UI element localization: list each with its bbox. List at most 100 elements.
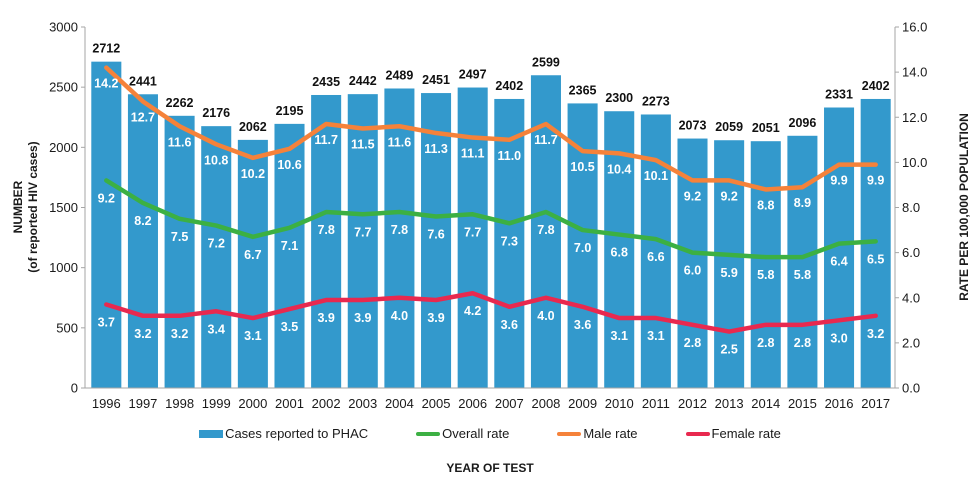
x-tick-label: 2015	[788, 396, 817, 411]
bars-layer	[91, 61, 891, 389]
overall-rate-label: 7.5	[171, 230, 188, 244]
male-rate-label: 10.4	[607, 162, 631, 176]
y-tick-label: 3000	[49, 20, 78, 35]
bar-value-label: 2262	[166, 96, 194, 110]
female-rate-label: 3.6	[501, 318, 518, 332]
bar-value-label: 2712	[92, 42, 120, 56]
overall-rate-label: 6.8	[611, 246, 628, 260]
female-rate-label: 2.8	[684, 336, 701, 350]
overall-rate-label: 6.5	[867, 252, 884, 266]
x-tick-label: 2009	[568, 396, 597, 411]
bar-2002	[311, 94, 342, 388]
female-rate-label: 2.8	[757, 336, 774, 350]
x-tick-label: 2003	[348, 396, 377, 411]
bar-2003	[347, 94, 378, 389]
female-rate-label: 3.9	[354, 311, 371, 325]
female-rate-label: 3.6	[574, 318, 591, 332]
overall-rate-label: 7.7	[464, 225, 481, 239]
legend: Cases reported to PHAC Overall rate Male r…	[0, 426, 980, 441]
female-rate-label: 3.1	[647, 329, 664, 343]
bar-value-label: 2059	[715, 120, 743, 134]
male-rate-label: 10.5	[570, 160, 594, 174]
x-tick-label: 2001	[275, 396, 304, 411]
legend-label: Male rate	[583, 426, 638, 441]
male-rate-label: 10.6	[277, 158, 301, 172]
y2-tick-label: 10.0	[902, 155, 927, 170]
female-rate-label: 4.0	[391, 309, 408, 323]
male-rate-label: 10.1	[644, 169, 668, 183]
bar-value-label: 2435	[312, 75, 340, 89]
female-rate-label: 3.1	[611, 329, 628, 343]
male-rate-line	[104, 65, 878, 192]
x-axis-title: YEAR OF TEST	[446, 461, 534, 475]
x-tick-label: 1998	[165, 396, 194, 411]
y-tick-label: 500	[56, 320, 78, 335]
overall-rate-label: 5.8	[794, 268, 811, 282]
female-rate-label: 3.2	[171, 327, 188, 341]
female-rate-line	[104, 290, 878, 334]
male-rate-label: 9.9	[867, 174, 884, 188]
overall-rate-label: 9.2	[98, 191, 115, 205]
y2-tick-label: 12.0	[902, 110, 927, 125]
overall-rate-label: 7.0	[574, 241, 591, 255]
female-rate-label: 3.2	[867, 327, 884, 341]
overall-rate-label: 5.9	[720, 266, 737, 280]
labels-layer: 2712 2441 2262 2176 2062 2195 2435 2442 2489 2451…	[92, 42, 889, 357]
x-tick-label: 2004	[385, 396, 414, 411]
legend-swatch	[557, 431, 582, 436]
male-rate-label: 11.5	[351, 138, 375, 152]
overall-rate-label: 6.4	[830, 255, 847, 269]
bar-2004	[384, 88, 415, 389]
x-tick-label: 2002	[312, 396, 341, 411]
male-rate-label: 10.2	[241, 167, 265, 181]
legend-cases: Cases reported to PHAC	[199, 426, 368, 441]
y2-tick-label: 8.0	[902, 200, 920, 215]
legend-label: Female rate	[711, 426, 781, 441]
male-rate-label: 11.7	[534, 133, 558, 147]
x-tick-label: 2017	[861, 396, 890, 411]
male-rate-label: 11.3	[424, 142, 448, 156]
x-tick-label: 2012	[678, 396, 707, 411]
y2-tick-label: 6.0	[902, 245, 920, 260]
lines-layer	[104, 65, 878, 334]
axes-layer: 0 500 1000 1500 2000 2500 3000 0.0 2.0 4.0 6.0 8.0 1…	[49, 20, 927, 412]
legend-swatch	[685, 431, 710, 436]
x-tick-label: 2008	[531, 396, 560, 411]
female-rate-label: 2.8	[794, 336, 811, 350]
bar-value-label: 2331	[825, 88, 853, 102]
female-rate-label: 3.4	[208, 322, 225, 336]
overall-rate-label: 6.7	[244, 248, 261, 262]
bar-value-label: 2497	[459, 68, 487, 82]
y2-tick-label: 0.0	[902, 381, 920, 396]
x-tick-label: 2014	[751, 396, 780, 411]
female-rate-label: 3.0	[830, 331, 847, 345]
male-rate-label: 11.0	[497, 149, 521, 163]
x-tick-label: 2011	[642, 396, 670, 411]
overall-rate-label: 6.0	[684, 264, 701, 278]
bar-value-label: 2273	[642, 94, 670, 108]
female-rate-label: 3.5	[281, 320, 298, 334]
bar-1999	[201, 126, 232, 388]
y2-tick-label: 2.0	[902, 335, 920, 350]
bar-value-label: 2451	[422, 73, 450, 87]
y2-tick-label: 14.0	[902, 65, 927, 80]
overall-rate-label: 7.7	[354, 225, 371, 239]
y2-tick-label: 16.0	[902, 20, 927, 35]
bar-2015	[787, 135, 818, 388]
bar-value-label: 2441	[129, 74, 157, 88]
male-rate-label: 11.6	[388, 135, 412, 149]
female-rate-label: 4.2	[464, 304, 481, 318]
overall-rate-label: 7.1	[281, 239, 298, 253]
bar-2001	[274, 123, 305, 388]
overall-rate-line	[104, 178, 878, 260]
bar-value-label: 2365	[569, 83, 597, 97]
male-rate-label: 11.6	[168, 135, 192, 149]
overall-rate-label: 7.8	[317, 223, 334, 237]
bar-value-label: 2489	[386, 68, 414, 82]
bar-2007	[494, 98, 525, 388]
x-tick-label: 2010	[605, 396, 634, 411]
x-tick-label: 1996	[92, 396, 121, 411]
female-rate-label: 4.0	[537, 309, 554, 323]
bar-value-label: 2442	[349, 74, 377, 88]
